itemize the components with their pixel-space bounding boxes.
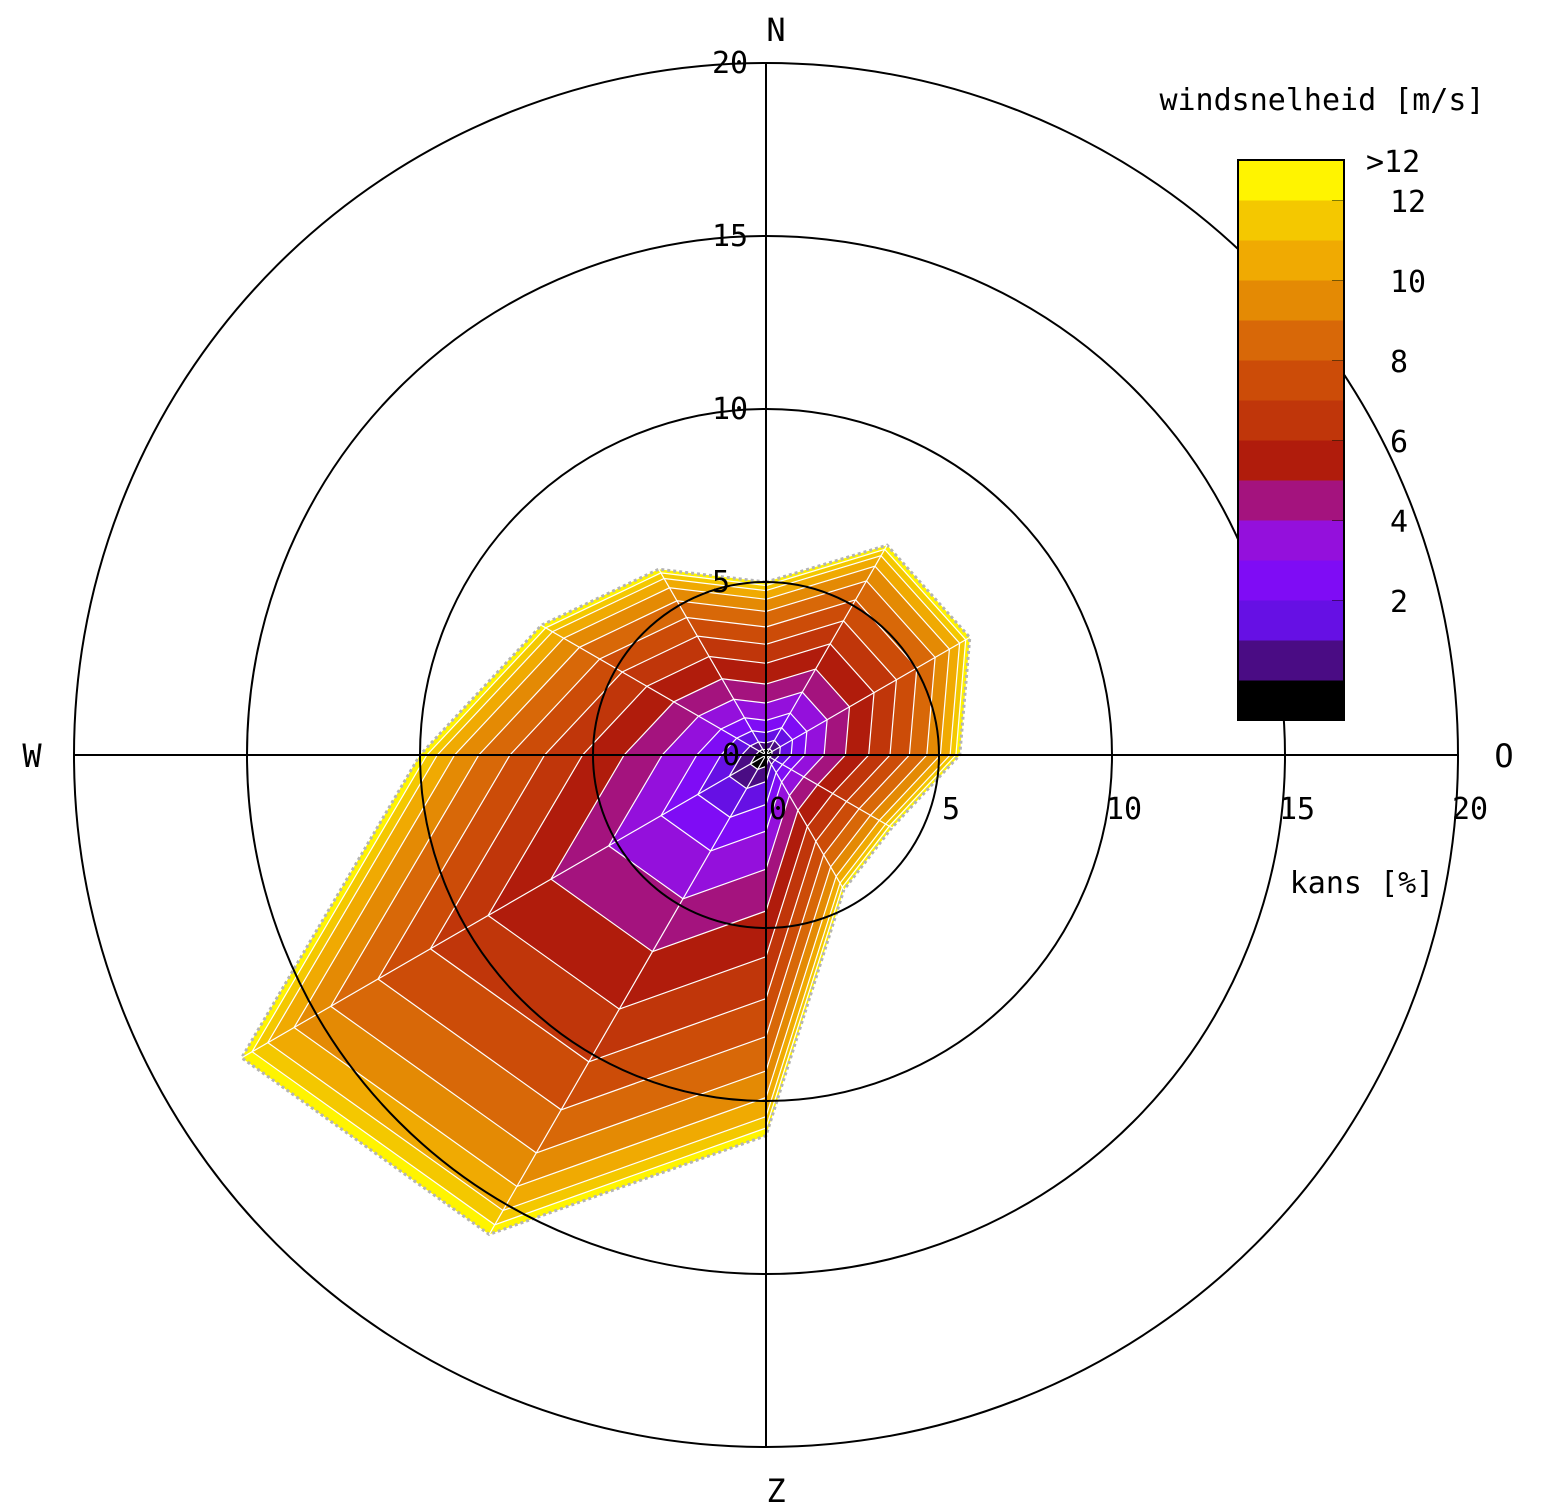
spoke-30 xyxy=(765,544,888,756)
legend-band-8 xyxy=(1238,360,1344,401)
direction-label-west: W xyxy=(22,737,42,775)
compass-axes xyxy=(74,63,1458,1447)
legend-band-6 xyxy=(1238,440,1344,481)
legend-frame xyxy=(1237,159,1345,721)
legend-label-6: 6 xyxy=(1390,425,1408,460)
vertical-tick-5: 5 xyxy=(712,565,730,600)
direction-label-south: Z xyxy=(766,1472,785,1510)
spoke-240 xyxy=(241,754,767,1059)
legend-band-11 xyxy=(1238,240,1344,281)
horizontal-tick-5: 5 xyxy=(942,792,960,827)
vertical-tick-0: 0 xyxy=(722,738,740,773)
vertical-tick-15: 15 xyxy=(712,219,748,254)
horizontal-tick-20: 20 xyxy=(1452,792,1488,827)
legend-band-0 xyxy=(1238,680,1344,721)
spoke-210 xyxy=(488,754,767,1235)
legend-band-2 xyxy=(1238,600,1344,641)
legend-band-13 xyxy=(1238,160,1344,201)
legend-band-4 xyxy=(1238,520,1344,561)
horizontal-tick-15: 15 xyxy=(1279,792,1315,827)
legend-title: windsnelheid [m/s] xyxy=(1159,83,1484,118)
direction-label-north: N xyxy=(766,11,785,49)
speed-legend: windsnelheid [m/s] 2 4 6 8 10 12 >12 xyxy=(1159,83,1485,721)
legend-band-9 xyxy=(1238,320,1344,361)
horizontal-tick-0: 0 xyxy=(769,792,787,827)
horizontal-tick-10: 10 xyxy=(1106,792,1142,827)
direction-label-east: O xyxy=(1494,737,1513,775)
horizontal-tick-labels: 0 5 10 15 20 xyxy=(769,792,1488,827)
legend-label-13: >12 xyxy=(1366,145,1420,180)
legend-band-7 xyxy=(1238,400,1344,441)
legend-band-10 xyxy=(1238,280,1344,321)
legend-labels: 2 4 6 8 10 12 >12 xyxy=(1366,145,1426,620)
vertical-tick-10: 10 xyxy=(712,392,748,427)
radial-axis-label: kans [%] xyxy=(1290,866,1435,901)
vertical-tick-labels: 0 5 10 15 20 xyxy=(712,46,748,773)
spoke-300 xyxy=(541,624,767,756)
spoke-330 xyxy=(658,568,767,756)
vertical-tick-20: 20 xyxy=(712,46,748,81)
legend-band-12 xyxy=(1238,200,1344,241)
legend-label-8: 8 xyxy=(1390,345,1408,380)
legend-label-2: 2 xyxy=(1390,585,1408,620)
legend-color-bands xyxy=(1237,159,1345,721)
legend-label-12: 12 xyxy=(1390,185,1426,220)
legend-label-4: 4 xyxy=(1390,505,1408,540)
legend-band-5 xyxy=(1238,480,1344,521)
spoke-120 xyxy=(765,754,893,829)
legend-band-1 xyxy=(1238,640,1344,681)
wind-rose-petals xyxy=(239,543,972,1237)
spoke-60 xyxy=(765,636,971,756)
spoke-150 xyxy=(765,754,845,891)
legend-band-3 xyxy=(1238,560,1344,601)
legend-label-10: 10 xyxy=(1390,265,1426,300)
